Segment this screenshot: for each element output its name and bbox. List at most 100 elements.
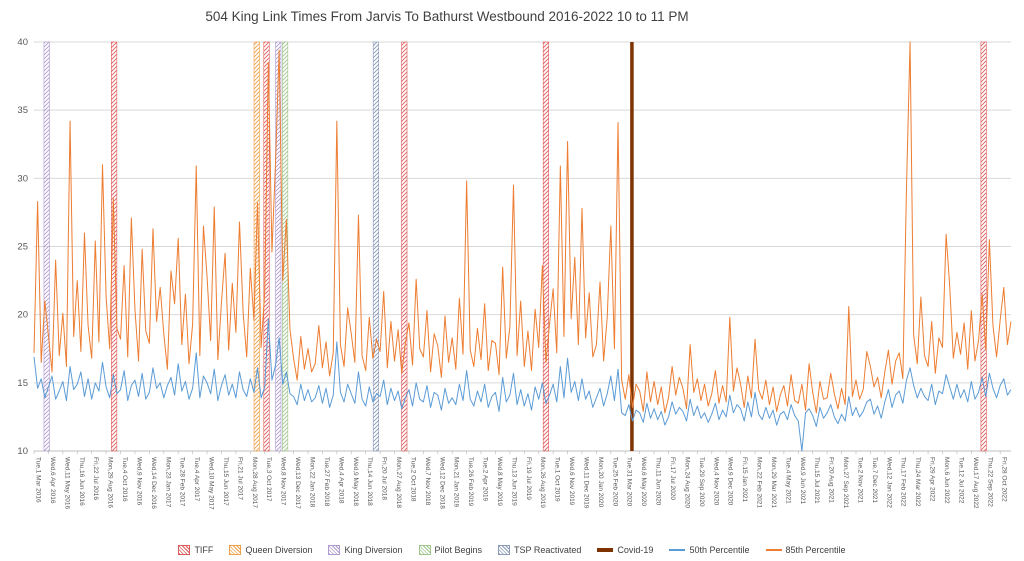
x-tick-label: Thu,24 Mar 2022 [914,457,921,507]
legend-swatch-king [328,545,341,555]
x-tick-label: Mon,29 Mar 2021 [770,457,777,508]
x-axis-labels: Tue,1 Mar 2016 Wed,6 Apr 2016 Wed,11 May 2… [33,451,1008,510]
legend: TIFF Queen Diversion King Diversion Pilot B… [0,539,1024,561]
x-tick-label: Wed,9 Dec 2020 [727,457,734,506]
x-tick-label: Wed,6 May 2020 [640,457,647,506]
x-tick-label: Wed,11 May 2016 [63,457,70,510]
x-tick-label: Tue,29 Sep 2020 [698,457,705,507]
x-tick-label: Tue,4 May 2021 [784,457,791,504]
x-tick-label: Thu,14 Jun 2018 [366,457,373,506]
event-band-king [275,41,282,452]
x-tick-label: Wed,4 Nov 2020 [712,457,719,506]
legend-label-pilot: Pilot Begins [434,545,483,555]
x-tick-label: Fri,29 Apr 2022 [929,457,936,502]
x-tick-label: Wed,12 Jan 2022 [885,457,892,508]
x-tick-label: Tue,31 Mar 2020 [626,457,633,507]
y-tick-label: 20 [17,310,28,321]
legend-item-p50: 50th Percentile [669,545,750,555]
event-band-tiff [980,41,987,452]
legend-item-tiff: TIFF [178,545,213,555]
x-tick-label: Fri,20 Jul 2018 [381,457,388,500]
y-tick-label: 10 [17,446,28,457]
legend-swatch-covid [597,548,614,552]
legend-label-tsp: TSP Reactivated [514,545,582,555]
x-tick-label: Mon,24 Aug 2020 [683,457,690,508]
x-tick-label: Tue,26 Feb 2019 [467,457,474,507]
x-tick-label: Tue,4 Oct 2016 [121,457,128,502]
series-50th-percentile [33,318,1012,452]
x-tick-label: Thu,17 Feb 2022 [900,457,907,507]
x-tick-label: Fri,15 Jan 2021 [741,457,748,503]
x-tick-label: Wed,9 May 2018 [352,457,359,506]
event-band-tiff [111,41,118,452]
x-tick-label: Tue,1 Mar 2016 [35,457,42,503]
legend-item-covid: Covid-19 [597,545,653,555]
x-tick-label: Wed,14 Dec 2016 [150,457,157,509]
series-85th-percentile [33,41,1012,414]
x-tick-label: Fri,21 Jul 2017 [236,457,243,500]
legend-swatch-queen [229,545,242,555]
x-tick-label: Fri,19 Jul 2019 [525,457,532,500]
x-tick-label: Wed,6 Apr 2016 [49,457,56,504]
x-tick-label: Mon,23 Jan 2017 [164,457,171,508]
legend-swatch-tiff [178,545,191,555]
x-tick-label: Fri,20 Aug 2021 [828,457,835,503]
x-tick-label: Tue,12 Jul 2022 [957,457,964,504]
x-tick-label: Tue,28 Feb 2017 [179,457,186,507]
x-tick-label: Mon,29 Aug 2016 [107,457,114,508]
x-tick-label: Thu,11 Jun 2020 [655,457,662,506]
y-tick-label: 25 [17,242,28,253]
event-bands [43,41,987,452]
x-tick-label: Wed,9 Jun 2021 [799,457,806,505]
x-tick-label: Wed,8 Nov 2017 [280,457,287,506]
x-tick-label: Fri,22 Jul 2016 [92,457,99,500]
legend-swatch-pilot [418,545,431,555]
x-tick-label: Mon,27 Aug 2018 [395,457,402,508]
x-tick-label: Fri,28 Oct 2022 [1001,457,1008,502]
x-tick-label: Mon,22 Feb 2021 [756,457,763,508]
event-band-tsp [372,41,380,452]
legend-swatch-tsp [498,545,511,555]
legend-item-pilot: Pilot Begins [418,545,483,555]
x-tick-label: Tue,2 Apr 2019 [482,457,489,502]
x-tick-label: Tue,1 Oct 2019 [554,457,561,502]
event-band-tiff [263,41,270,452]
x-tick-label: Mon,20 Jan 2020 [597,457,604,508]
x-tick-label: Thu,13 Jun 2019 [510,457,517,506]
y-tick-label: 15 [17,378,28,389]
legend-item-king: King Diversion [328,545,403,555]
x-tick-label: Wed,8 May 2019 [496,457,503,506]
x-tick-label: Wed,9 Nov 2016 [135,457,142,506]
legend-label-king: King Diversion [344,545,403,555]
chart-canvas: 10 15 20 25 30 35 40 Tue,1 Mar 2016 Wed,6 Apr 20… [17,37,1012,510]
event-band-queen [253,41,260,452]
event-band-tiff [542,41,549,452]
chart-title: 504 King Link Times From Jarvis To Bathu… [205,9,689,24]
x-tick-label: Wed,12 Dec 2018 [438,457,445,509]
x-tick-label: Thu,15 Jul 2021 [813,457,820,504]
legend-label-p85: 85th Percentile [785,545,846,555]
x-tick-label: Thu,22 Sep 2022 [986,457,993,507]
x-tick-label: Wed,10 May 2017 [208,457,215,510]
x-tick-label: Tue,27 Feb 2018 [323,457,330,507]
y-tick-label: 40 [17,37,28,48]
legend-swatch-p85 [765,549,782,551]
event-band-tiff [401,41,408,452]
event-band-king [43,41,50,452]
x-tick-label: Wed,7 Nov 2018 [424,457,431,506]
x-tick-label: Thu,15 Jun 2017 [222,457,229,506]
x-tick-label: Mon,22 Jan 2018 [308,457,315,508]
legend-label-covid: Covid-19 [617,545,654,555]
legend-item-p85: 85th Percentile [765,545,846,555]
x-tick-label: Wed,4 Apr 2018 [337,457,344,504]
legend-item-queen: Queen Diversion [229,545,312,555]
x-tick-label: Tue,25 Feb 2020 [611,457,618,507]
x-tick-label: Wed,17 Aug 2022 [972,457,979,509]
x-tick-label: Mon,6 Jun 2022 [943,457,950,504]
x-tick-label: Tue,4 Apr 2017 [193,457,200,502]
legend-swatch-p50 [669,549,686,551]
legend-label-tiff: TIFF [194,545,214,555]
x-tick-label: Tue,2 Nov 2021 [856,457,863,503]
x-tick-label: Mon,21 Jan 2019 [453,457,460,508]
